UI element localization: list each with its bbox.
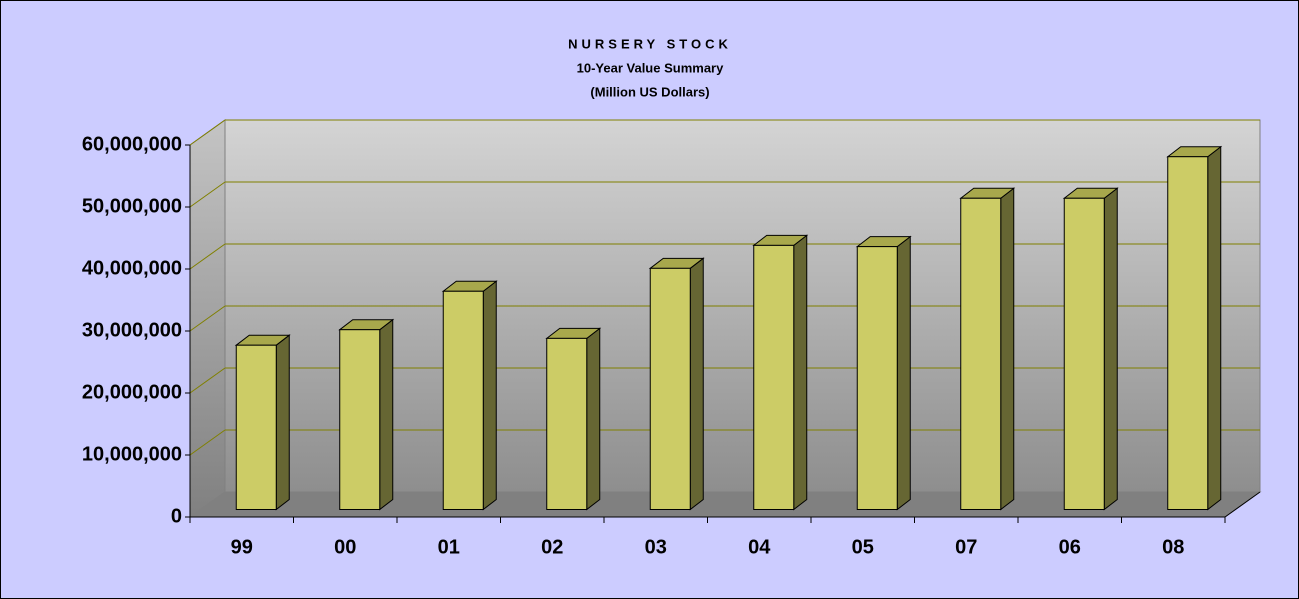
bar [235,344,277,511]
y-tick-label: 0 [171,505,182,527]
bar [856,246,898,510]
y-tick-label: 10,000,000 [82,443,182,465]
x-axis-edge [1224,491,1261,518]
bar-side [586,327,601,511]
y-tick-label: 60,000,000 [82,133,182,155]
x-tick-label: 03 [645,536,667,558]
grid-line [189,181,226,208]
y-tick-label: 40,000,000 [82,257,182,279]
bar [960,197,1002,510]
x-tick-label: 02 [541,536,563,558]
bar-side [1103,187,1118,511]
x-tick-label: 00 [334,536,356,558]
chart-subtitle: (Million US Dollars) [590,84,709,99]
x-tick-label: 99 [231,536,253,558]
bar [1063,197,1105,510]
bar [753,244,795,510]
grid-line [189,367,226,394]
x-tick-label: 05 [852,536,874,558]
chart-subtitle: 10-Year Value Summary [577,60,724,75]
bar-side [689,257,704,511]
y-tick-label: 30,000,000 [82,319,182,341]
x-tick-label: 07 [955,536,977,558]
grid-line [189,243,226,270]
bar-side [1000,187,1015,511]
bar-side [896,235,911,511]
bar [546,337,588,510]
bar-side [379,318,394,511]
x-tick-label: 08 [1162,536,1184,558]
y-tick-label: 20,000,000 [82,381,182,403]
grid-line [189,305,226,332]
bar-side [482,280,497,511]
y-tick-label: 50,000,000 [82,195,182,217]
bar [339,329,381,511]
bar-side [1207,145,1222,511]
bar [649,267,691,510]
x-tick-label: 06 [1059,536,1081,558]
grid-line [189,119,226,146]
x-tick-label: 01 [438,536,460,558]
bar-side [793,234,808,511]
chart-title: NURSERY STOCK [568,36,732,51]
x-tick-label: 04 [748,536,771,558]
grid-line [189,429,226,456]
bar [1167,156,1209,510]
bar [442,290,484,511]
bar-side [275,334,290,511]
